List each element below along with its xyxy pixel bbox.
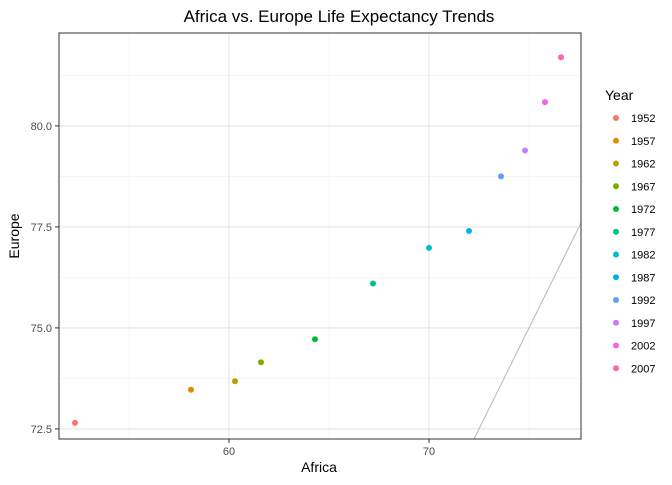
legend-key-1997 <box>613 319 619 326</box>
data-point-1957 <box>188 386 194 393</box>
legend-label-1977: 1977 <box>631 227 655 239</box>
y-tick-label: 80.0 <box>31 121 52 133</box>
data-point-2002 <box>542 99 548 106</box>
data-point-1997 <box>522 147 528 154</box>
legend-key-1952 <box>613 115 619 121</box>
legend-key-1967 <box>613 183 619 190</box>
legend-key-1992 <box>613 297 619 303</box>
panel-border <box>58 32 582 440</box>
data-point-1992 <box>498 173 504 180</box>
data-point-1967 <box>258 359 264 366</box>
y-tick-label: 75.0 <box>31 323 52 335</box>
chart-title: Africa vs. Europe Life Expectancy Trends <box>184 7 495 26</box>
legend-label-1992: 1992 <box>631 295 655 307</box>
data-point-1982 <box>426 244 432 251</box>
legend-label-1962: 1962 <box>631 159 655 171</box>
legend-key-1982 <box>613 251 619 258</box>
legend-label-1957: 1957 <box>631 136 655 148</box>
legend-label-1982: 1982 <box>631 250 655 262</box>
panel-background <box>59 33 581 439</box>
reference-line <box>473 221 581 439</box>
legend-label-2007: 2007 <box>631 363 655 375</box>
legend-key-1987 <box>613 274 619 281</box>
y-tick-label: 72.5 <box>31 424 52 436</box>
legend-key-1977 <box>613 228 619 235</box>
legend-key-1972 <box>613 206 619 212</box>
x-axis-label: Africa <box>301 459 337 475</box>
data-point-1972 <box>312 336 318 343</box>
legend-title: Year <box>605 87 634 103</box>
data-point-1952 <box>72 419 78 426</box>
legend-label-1972: 1972 <box>631 204 655 216</box>
data-point-2007 <box>558 54 564 61</box>
legend-key-1957 <box>613 137 619 144</box>
data-point-1987 <box>466 227 472 234</box>
y-tick-label: 77.5 <box>31 222 52 234</box>
plot-panel: 60 70 72.5 75.0 77.5 80.0 <box>31 32 582 458</box>
legend: Year 1952 1957 1962 1967 1972 1977 1982 1987 199… <box>605 87 655 375</box>
legend-label-2002: 2002 <box>631 341 655 353</box>
y-axis-label: Europe <box>6 213 22 258</box>
legend-key-2007 <box>613 365 619 372</box>
legend-key-2002 <box>613 342 619 349</box>
legend-label-1997: 1997 <box>631 318 655 330</box>
x-tick-label: 70 <box>423 446 435 458</box>
legend-label-1952: 1952 <box>631 113 655 125</box>
legend-label-1967: 1967 <box>631 181 655 193</box>
x-tick-label: 60 <box>223 446 235 458</box>
data-point-1962 <box>232 378 238 385</box>
legend-label-1987: 1987 <box>631 272 655 284</box>
legend-key-1962 <box>613 160 619 167</box>
data-point-1977 <box>370 280 376 287</box>
